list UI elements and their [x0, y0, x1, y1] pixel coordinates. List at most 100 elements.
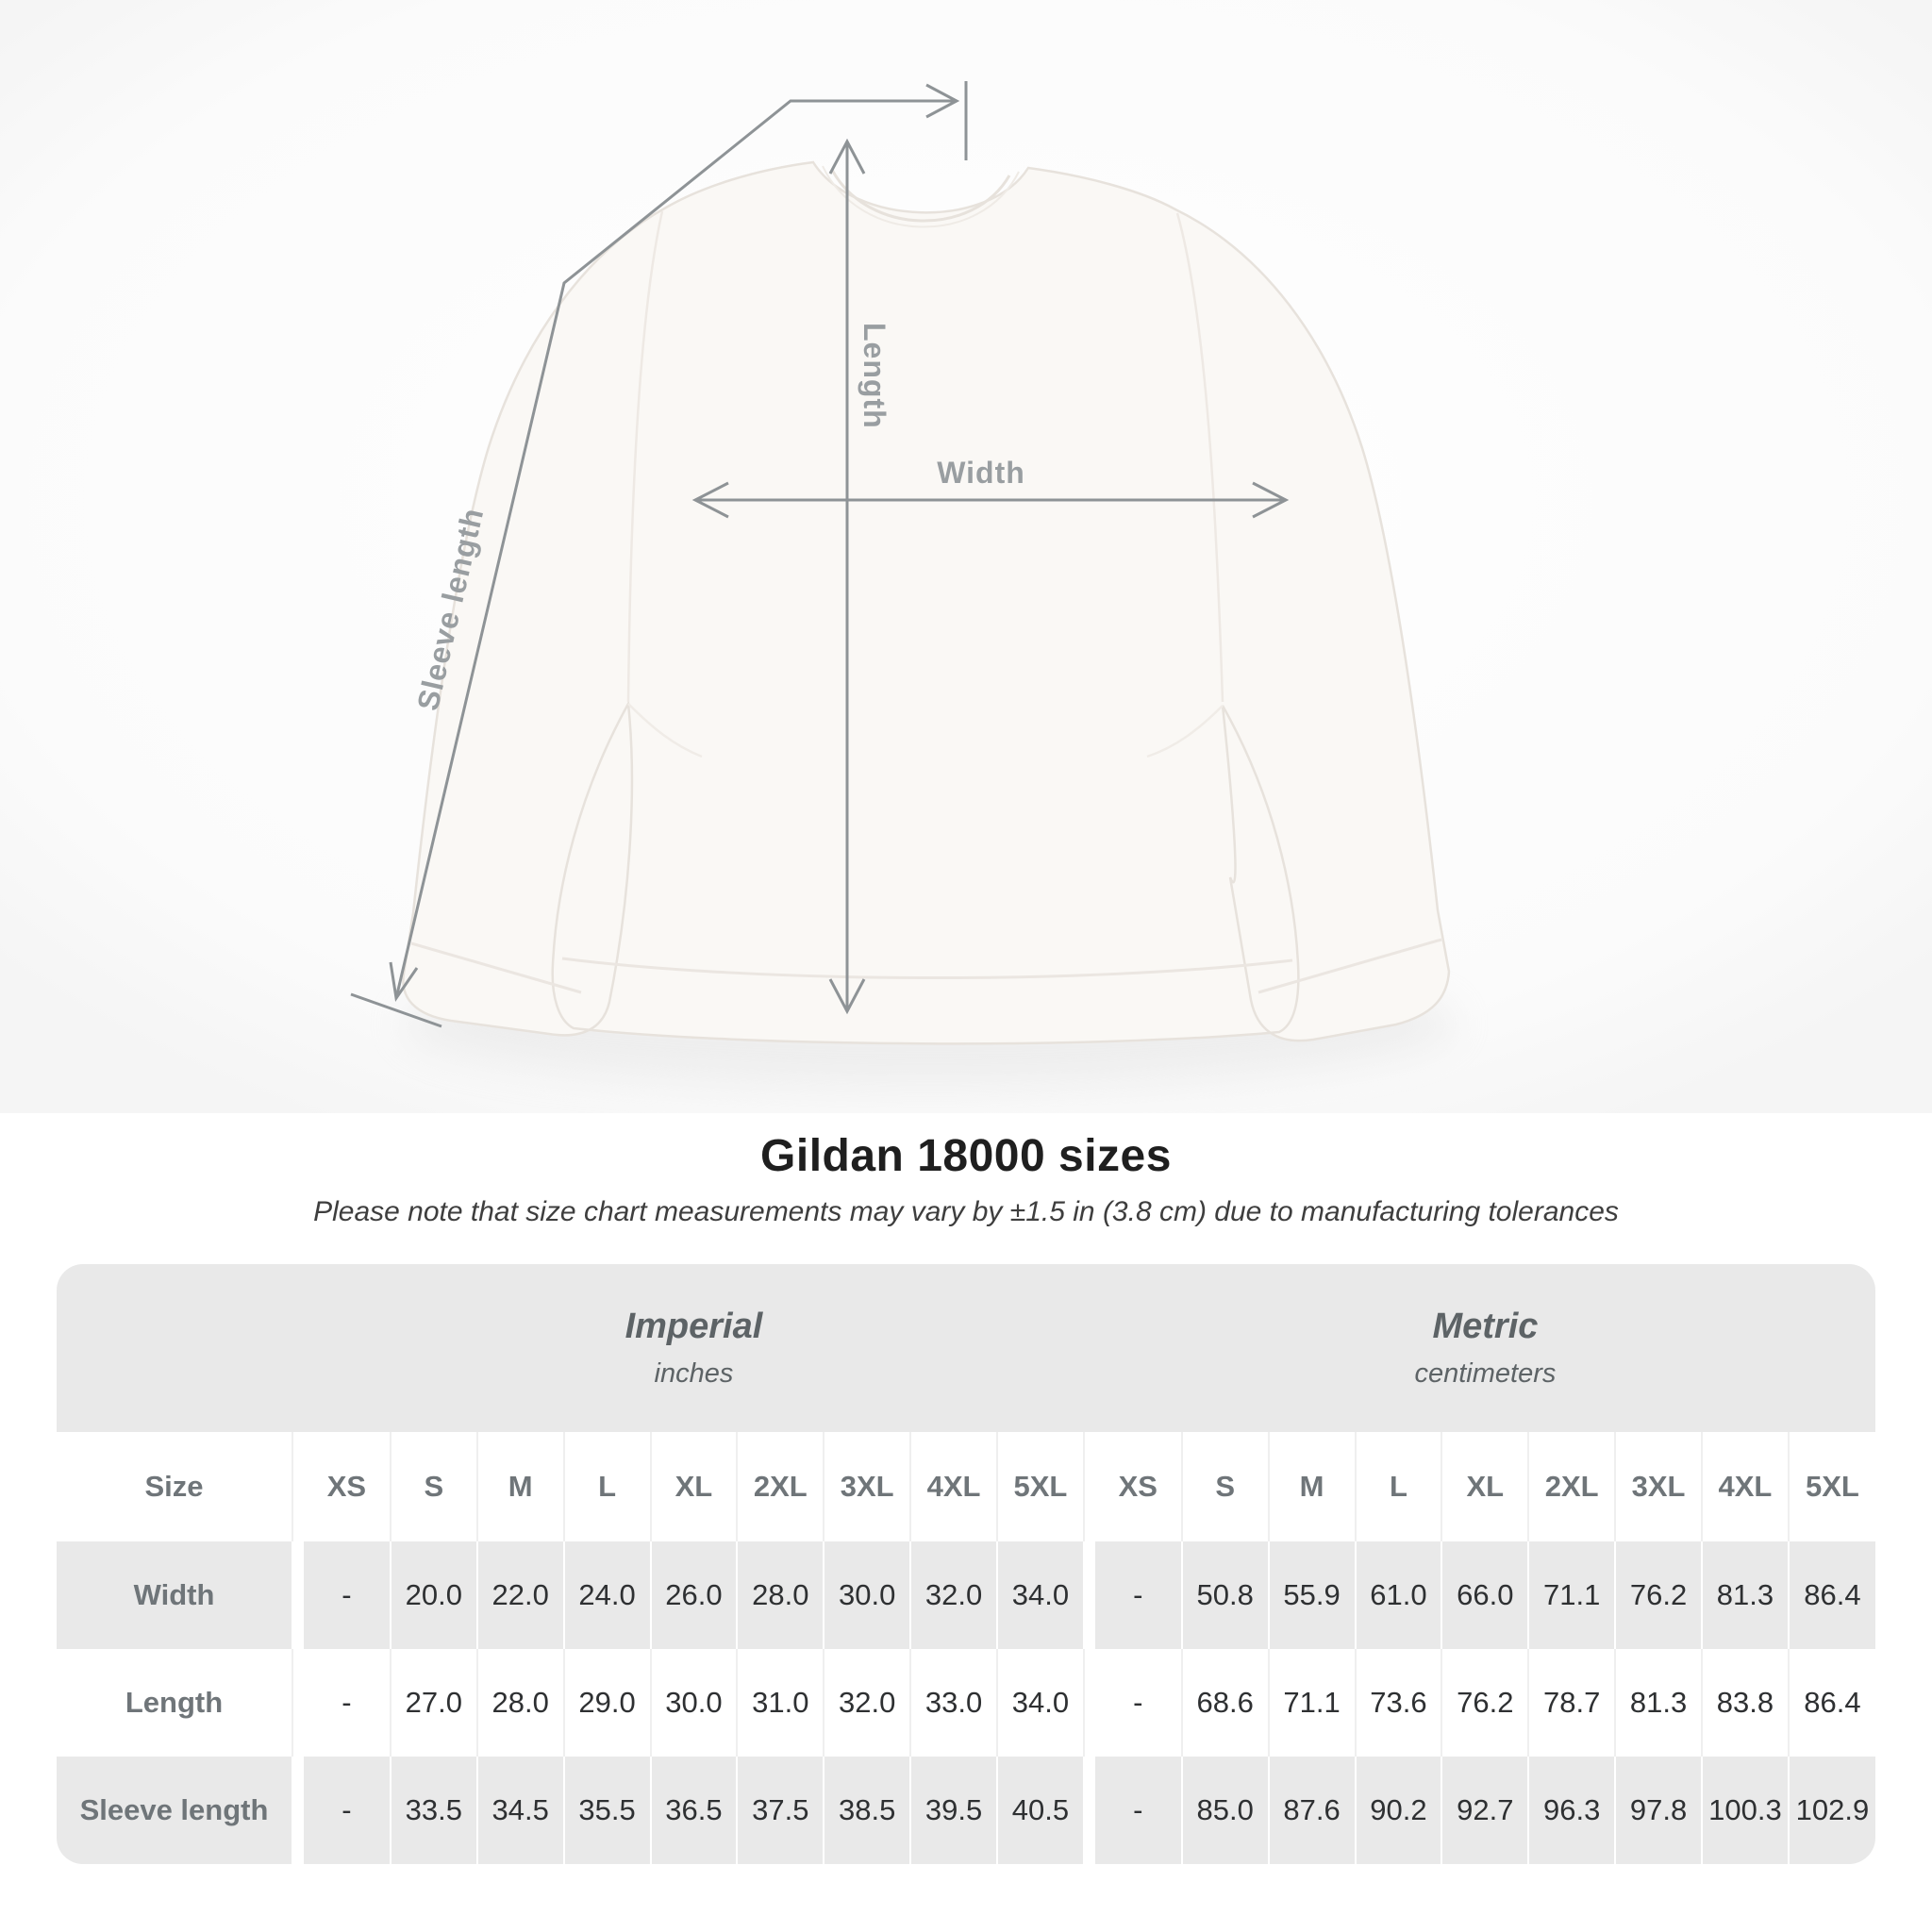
- column-gap: [292, 1541, 304, 1649]
- metric-value: 68.6: [1181, 1649, 1270, 1757]
- imperial-value: 28.0: [476, 1649, 565, 1757]
- row-label: Sleeve length: [57, 1757, 293, 1864]
- imperial-value: -: [304, 1541, 391, 1649]
- group-gap: [1083, 1757, 1095, 1864]
- group-gap: [1083, 1541, 1095, 1649]
- imperial-value: 28.0: [737, 1541, 825, 1649]
- metric-value: 73.6: [1355, 1649, 1443, 1757]
- metric-value: 81.3: [1615, 1649, 1703, 1757]
- metric-value: 97.8: [1615, 1757, 1703, 1864]
- metric-value: 55.9: [1268, 1541, 1357, 1649]
- imperial-value: 29.0: [563, 1649, 652, 1757]
- row-label: Width: [57, 1541, 293, 1649]
- imperial-value: 36.5: [650, 1757, 739, 1864]
- size-column-header-metric: L: [1355, 1432, 1443, 1541]
- size-column-header-imperial: S: [390, 1432, 478, 1541]
- metric-value: 81.3: [1702, 1541, 1790, 1649]
- size-header-row: Size XS S M L XL 2XL 3XL 4XL 5XL XS S M L XL 2XL 3XL 4XL 5…: [57, 1432, 1875, 1541]
- imperial-value: 22.0: [476, 1541, 565, 1649]
- metric-value: 85.0: [1181, 1757, 1270, 1864]
- imperial-value: 37.5: [737, 1757, 825, 1864]
- metric-value: 92.7: [1441, 1757, 1530, 1864]
- metric-value: 71.1: [1268, 1649, 1357, 1757]
- imperial-value: 39.5: [910, 1757, 998, 1864]
- group-gap: [1083, 1264, 1095, 1432]
- size-column-header-metric: M: [1268, 1432, 1357, 1541]
- row-label: Length: [57, 1649, 293, 1757]
- metric-value: 83.8: [1702, 1649, 1790, 1757]
- imperial-value: 30.0: [824, 1541, 912, 1649]
- metric-value: 86.4: [1788, 1649, 1875, 1757]
- column-gap: [292, 1757, 304, 1864]
- metric-label: Metric: [1432, 1307, 1539, 1346]
- imperial-value: 34.0: [997, 1541, 1085, 1649]
- size-table: Imperial inches Metric centimeters Size X…: [57, 1264, 1875, 1864]
- metric-value: -: [1094, 1649, 1183, 1757]
- metric-value: -: [1094, 1541, 1183, 1649]
- imperial-value: 34.0: [997, 1649, 1085, 1757]
- imperial-value: 35.5: [563, 1757, 652, 1864]
- size-column-header-metric: 5XL: [1806, 1470, 1859, 1503]
- sweatshirt-size-diagram: Length Width Sleeve length: [0, 0, 1932, 1113]
- size-corner-label: Size: [57, 1432, 293, 1541]
- size-column-header-imperial: XS: [304, 1432, 391, 1541]
- metric-value: 61.0: [1355, 1541, 1443, 1649]
- imperial-value: 32.0: [910, 1541, 998, 1649]
- imperial-value: 20.0: [390, 1541, 478, 1649]
- measurement-row: Width -20.0 22.0 24.0 26.0 28.0 30.0 32.0 34.0-5…: [57, 1541, 1875, 1649]
- size-column-header-imperial: XL: [650, 1432, 739, 1541]
- measurement-row: Sleeve length -33.5 34.5 35.5 36.5 37.5 38.5 39…: [57, 1757, 1875, 1864]
- imperial-value: 30.0: [650, 1649, 739, 1757]
- metric-value: 78.7: [1528, 1649, 1617, 1757]
- size-column-header-metric: XL: [1441, 1432, 1530, 1541]
- corner-spacer: [57, 1264, 292, 1432]
- metric-value: -: [1094, 1757, 1183, 1864]
- size-column-header-imperial: L: [563, 1432, 652, 1541]
- metric-value: 71.1: [1528, 1541, 1617, 1649]
- size-column-header-imperial: 3XL: [824, 1432, 912, 1541]
- metric-value: 66.0: [1441, 1541, 1530, 1649]
- size-column-header-imperial: M: [476, 1432, 565, 1541]
- length-label: Length: [858, 323, 891, 429]
- metric-value: 100.3: [1702, 1757, 1790, 1864]
- metric-unit: centimeters: [1414, 1358, 1557, 1389]
- size-column-header-metric: 3XL: [1615, 1432, 1703, 1541]
- imperial-value: 33.5: [390, 1757, 478, 1864]
- imperial-value: 24.0: [563, 1541, 652, 1649]
- imperial-unit: inches: [654, 1358, 734, 1389]
- column-gap: [292, 1264, 304, 1432]
- imperial-value: 34.5: [476, 1757, 565, 1864]
- size-table-container: Imperial inches Metric centimeters Size X…: [57, 1264, 1875, 1864]
- measurement-lines: [350, 81, 1290, 1028]
- imperial-value: 40.5: [997, 1757, 1085, 1864]
- size-column-header-metric: S: [1181, 1432, 1270, 1541]
- column-gap: [292, 1432, 304, 1541]
- metric-value: 96.3: [1528, 1757, 1617, 1864]
- measurement-row: Length -27.0 28.0 29.0 30.0 31.0 32.0 33.0 34.0-…: [57, 1649, 1875, 1757]
- size-column-header-metric: 2XL: [1528, 1432, 1617, 1541]
- width-label: Width: [937, 456, 1025, 490]
- metric-value: 102.9: [1788, 1757, 1875, 1864]
- metric-value: 50.8: [1181, 1541, 1270, 1649]
- column-gap: [292, 1649, 304, 1757]
- size-column-header-imperial: 2XL: [737, 1432, 825, 1541]
- length-line: [828, 138, 866, 1015]
- imperial-value: 26.0: [650, 1541, 739, 1649]
- imperial-label: Imperial: [625, 1307, 763, 1346]
- imperial-value: 32.0: [824, 1649, 912, 1757]
- imperial-group-header: Imperial inches: [304, 1264, 1084, 1432]
- sleeve-length-line: [350, 81, 968, 1028]
- group-gap: [1083, 1649, 1095, 1757]
- metric-value: 76.2: [1441, 1649, 1530, 1757]
- metric-value: 76.2: [1615, 1541, 1703, 1649]
- size-column-header-imperial: 4XL: [910, 1432, 998, 1541]
- imperial-value: 27.0: [390, 1649, 478, 1757]
- width-line: [691, 481, 1290, 519]
- imperial-value: 33.0: [910, 1649, 998, 1757]
- product-figure: Length Width Sleeve length: [0, 0, 1932, 1113]
- metric-value: 90.2: [1355, 1757, 1443, 1864]
- metric-group-header: Metric centimeters: [1094, 1264, 1875, 1432]
- unit-group-row: Imperial inches Metric centimeters: [57, 1264, 1875, 1432]
- metric-value: 87.6: [1268, 1757, 1357, 1864]
